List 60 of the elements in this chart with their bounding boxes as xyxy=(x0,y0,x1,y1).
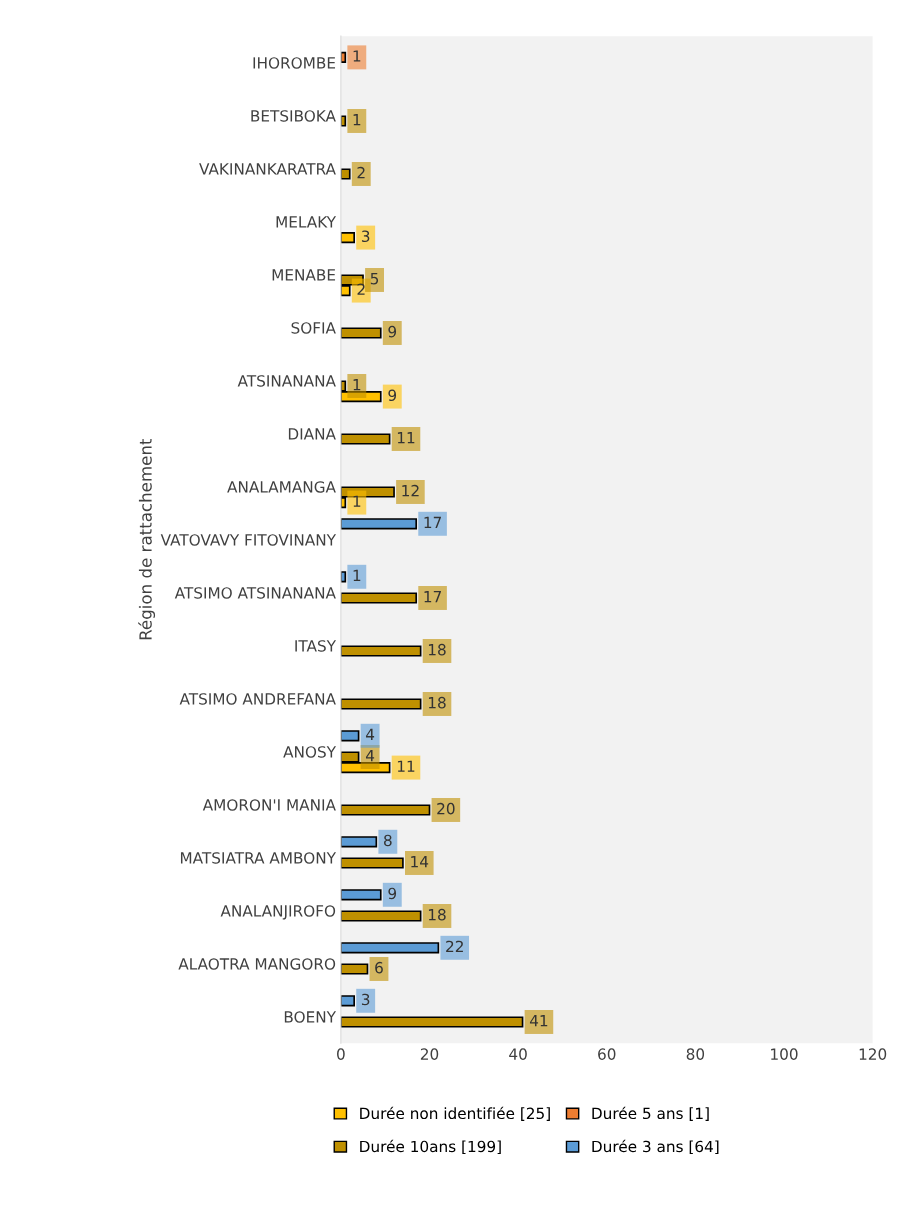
data-label: 18 xyxy=(428,908,446,921)
x-tick-label: 60 xyxy=(598,1048,616,1060)
data-label: 11 xyxy=(397,432,415,444)
y-tick-label: ATSIMO ANDREFANA xyxy=(179,693,336,705)
data-label: 3 xyxy=(361,993,370,1006)
x-tick-label: 0 xyxy=(337,1048,345,1060)
x-tick-label: 80 xyxy=(686,1048,705,1060)
data-label: 2 xyxy=(357,166,365,179)
y-tick-label: AMORON'I MANIA xyxy=(202,799,336,811)
data-label: 8 xyxy=(384,834,392,847)
data-label: 6 xyxy=(375,961,383,974)
legend-label: Durée 10ans [199] xyxy=(360,1139,501,1155)
data-label: 22 xyxy=(446,940,463,952)
y-tick-label: SOFIA xyxy=(291,322,336,334)
data-label: 17 xyxy=(424,591,441,603)
x-tick-label: 120 xyxy=(859,1048,887,1060)
data-label: 1 xyxy=(353,114,361,126)
legend-label: Durée 5 ans [1] xyxy=(592,1106,709,1121)
y-tick-label: ANOSY xyxy=(283,746,337,758)
y-tick-label: ATSIMO ATSINANANA xyxy=(174,587,336,599)
y-tick-label: MATSIATRA AMBONY xyxy=(180,852,337,864)
data-label: 12 xyxy=(402,484,419,497)
y-tick-label: VATOVAVY FITOVINANY xyxy=(160,534,337,546)
data-label: 3 xyxy=(361,230,370,243)
y-tick-label: ANALANJIROFO xyxy=(220,905,336,920)
y-tick-label: ANALAMANGA xyxy=(227,481,336,493)
data-label: 41 xyxy=(529,1015,548,1027)
y-tick-label: VAKINANKARATRA xyxy=(199,163,336,175)
data-label: 2 xyxy=(357,283,365,295)
x-tick-label: 20 xyxy=(420,1048,439,1060)
y-tick-label: ATSINANANA xyxy=(237,375,336,387)
data-label: 17 xyxy=(424,516,441,528)
data-label: 18 xyxy=(428,643,446,656)
y-tick-label: MENABE xyxy=(272,269,336,281)
y-tick-label: IHOROMBE xyxy=(253,57,336,69)
y-tick-label: ALAOTRA MANGORO xyxy=(178,958,336,970)
x-tick-label: 40 xyxy=(509,1048,527,1060)
data-label: 1 xyxy=(353,379,361,391)
data-label: 1 xyxy=(353,495,361,507)
y-tick-label: MELAKY xyxy=(276,216,337,228)
data-label: 18 xyxy=(428,696,446,709)
data-label: 20 xyxy=(437,802,455,815)
legend-label: Durée non identifiée [25] xyxy=(360,1106,550,1121)
data-label: 9 xyxy=(388,389,397,402)
data-label: 1 xyxy=(353,50,361,62)
data-label: 9 xyxy=(388,325,397,338)
data-label: 5 xyxy=(370,273,379,285)
y-tick-label: DIANA xyxy=(288,428,336,440)
y-tick-label: BOENY xyxy=(284,1011,337,1023)
data-label: 4 xyxy=(365,750,375,762)
data-label: 14 xyxy=(411,856,429,868)
y-tick-label: ITASY xyxy=(295,640,337,652)
legend-label: Durée 3 ans [64] xyxy=(592,1139,719,1155)
data-label: 4 xyxy=(365,728,375,740)
x-tick-label: 100 xyxy=(771,1048,798,1060)
data-label: 11 xyxy=(397,760,415,772)
y-axis-title: Région de rattachement xyxy=(138,438,156,640)
data-label: 9 xyxy=(388,887,397,900)
y-tick-label: BETSIBOKA xyxy=(251,110,336,122)
data-label: 1 xyxy=(353,569,361,581)
